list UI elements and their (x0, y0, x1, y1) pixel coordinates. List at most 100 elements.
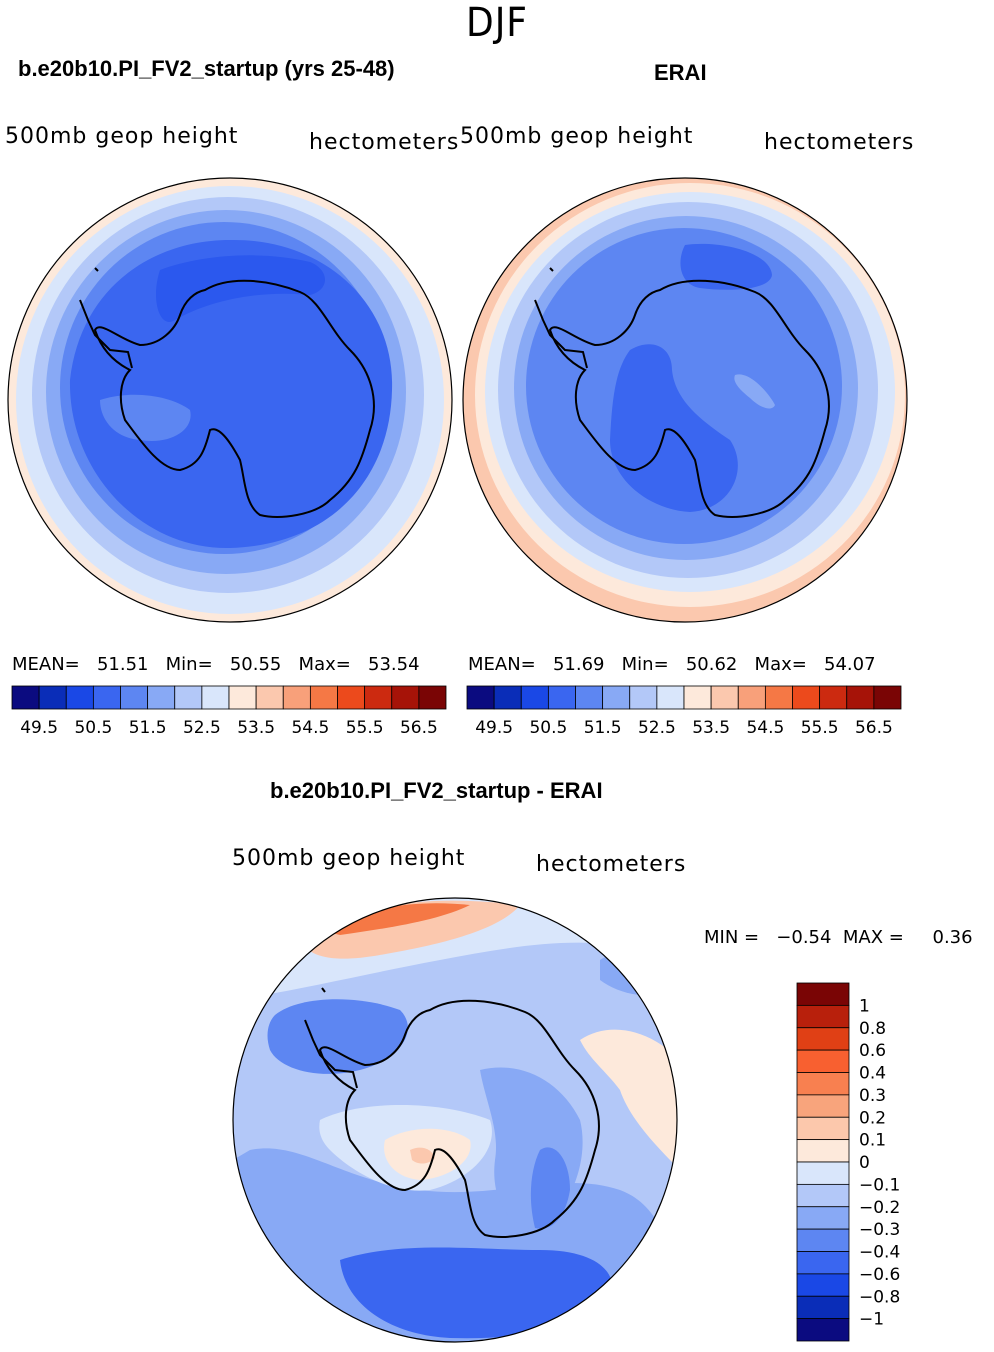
panel-obs-variable: 500mb geop height (460, 124, 694, 149)
min-label: Min= (165, 654, 213, 675)
colorbar-tick-label: 52.5 (183, 718, 221, 738)
panel-model-units: hectometers (309, 130, 460, 155)
contour-band (100, 394, 191, 441)
colorbar-tick-label: 53.5 (692, 718, 730, 738)
colorbar-tick-label: 53.5 (237, 718, 275, 738)
colorbar-tick-label: 0 (859, 1153, 870, 1173)
colorbar-tick-label: −0.1 (859, 1175, 900, 1195)
peninsula-coastline (534, 299, 588, 369)
contour-band (69, 239, 393, 549)
colorbar-tick-label: 1 (859, 996, 870, 1016)
colorbar-tick-label: 56.5 (855, 718, 893, 738)
colorbar-tick-label: 0.8 (859, 1019, 886, 1039)
peninsula-coastline (79, 299, 133, 369)
colorbar-swatch (796, 1004, 850, 1029)
colorbar-swatch (796, 1161, 850, 1185)
colorbar-swatch (796, 1183, 850, 1208)
max-label: Max= (298, 654, 351, 675)
colorbar-swatch (796, 1318, 850, 1342)
min-label: MIN = (704, 927, 760, 948)
colorbar-tick-label: 56.5 (400, 718, 438, 738)
panel-obs-units: hectometers (764, 130, 915, 155)
colorbar-tick-label: 49.5 (20, 718, 58, 738)
contour-band (440, 998, 549, 1057)
map-outline (232, 897, 678, 1343)
colorbar-tick-label: 54.5 (746, 718, 784, 738)
colorbar-swatch (796, 1049, 850, 1073)
colorbar-swatch (418, 685, 447, 710)
contour-band (320, 903, 470, 935)
max-value: 53.54 (368, 654, 420, 675)
mean-label: MEAN= (468, 654, 536, 675)
colorbar-tick-label: 52.5 (638, 718, 676, 738)
colorbar-swatch (796, 1295, 850, 1320)
contour-band (526, 228, 842, 544)
contour-band (734, 374, 775, 409)
contour-band (610, 344, 738, 512)
min-value: 50.62 (685, 654, 738, 675)
mean-value: 51.69 (552, 654, 605, 675)
colorbar-tick-label: 51.5 (129, 718, 167, 738)
mean-value: 51.51 (96, 654, 149, 675)
colorbar-model: 49.5 50.5 51.5 52.5 53.5 54.5 55.5 56.5 (11, 685, 447, 738)
max-value: 54.07 (824, 654, 876, 675)
map-outline (7, 177, 453, 623)
max-label: Max= (754, 654, 807, 675)
island-coastline (94, 267, 99, 272)
min-value: 50.55 (229, 654, 282, 675)
colorbar-obs: 49.5 50.5 51.5 52.5 53.5 54.5 55.5 56.5 (466, 685, 902, 738)
colorbar-tick-label: 0.6 (859, 1041, 886, 1061)
colorbar-tick-label: 51.5 (584, 718, 622, 738)
peninsula-coastline (304, 1019, 358, 1089)
contour-band (267, 999, 408, 1074)
contour-band (580, 1029, 677, 1170)
colorbar-tick-label: −0.3 (859, 1220, 900, 1240)
colorbar-diff: 1 0.80.6 0.40.30.2 0.10−0.1 −0.2−0.3 −0.4−0.6… (796, 982, 900, 1342)
map-outline (462, 177, 908, 623)
antarctica-coastline (93, 279, 375, 518)
colorbar-tick-label: 0.2 (859, 1108, 886, 1128)
colorbar-tick-label: −0.2 (859, 1198, 900, 1218)
contour-band (340, 1247, 613, 1339)
panel-model-variable: 500mb geop height (5, 124, 239, 149)
island-coastline (549, 267, 554, 272)
panel-obs-title: ERAI (654, 60, 707, 85)
colorbar-swatch (796, 1072, 850, 1096)
colorbar-tick-label: 49.5 (475, 718, 513, 738)
colorbar-swatch (796, 1027, 850, 1051)
colorbar-swatch (796, 1139, 850, 1163)
colorbar-swatch (796, 982, 850, 1006)
colorbar-tick-label: 0.4 (859, 1064, 886, 1084)
colorbar-swatch (796, 1094, 850, 1118)
panel-obs-stats: MEAN= 51.69 Min= 50.62 Max= 54.07 (468, 654, 876, 675)
colorbar-tick-label: 0.3 (859, 1086, 886, 1106)
colorbar-tick-label: 55.5 (346, 718, 384, 738)
contour-band (680, 243, 772, 290)
panel-diff-units: hectometers (536, 852, 687, 877)
panel-model-title: b.e20b10.PI_FV2_startup (yrs 25-48) (18, 56, 395, 81)
season-title: DJF (465, 0, 529, 46)
max-value: 0.36 (932, 927, 973, 948)
colorbar-tick-label: 50.5 (529, 718, 567, 738)
min-value: −0.54 (776, 927, 832, 948)
colorbar-swatch (796, 1251, 850, 1275)
colorbar-tick-label: −0.4 (859, 1243, 900, 1263)
contour-band (530, 1147, 570, 1229)
colorbar-tick-label: 54.5 (291, 718, 329, 738)
island-coastline (321, 987, 326, 993)
contour-band (410, 1147, 435, 1164)
panel-model-stats: MEAN= 51.51 Min= 50.55 Max= 53.54 (12, 654, 420, 675)
panel-diff-title: b.e20b10.PI_FV2_startup - ERAI (270, 778, 603, 803)
colorbar-tick-label: 55.5 (801, 718, 839, 738)
colorbar-tick-label: −0.6 (859, 1265, 900, 1285)
min-label: Min= (621, 654, 669, 675)
colorbar-swatch (796, 1228, 850, 1252)
mean-label: MEAN= (12, 654, 80, 675)
colorbar-swatch (873, 685, 902, 710)
colorbar-tick-label: 0.1 (859, 1131, 886, 1151)
colorbar-tick-label: −0.8 (859, 1287, 900, 1307)
max-label: MAX = (842, 927, 904, 948)
